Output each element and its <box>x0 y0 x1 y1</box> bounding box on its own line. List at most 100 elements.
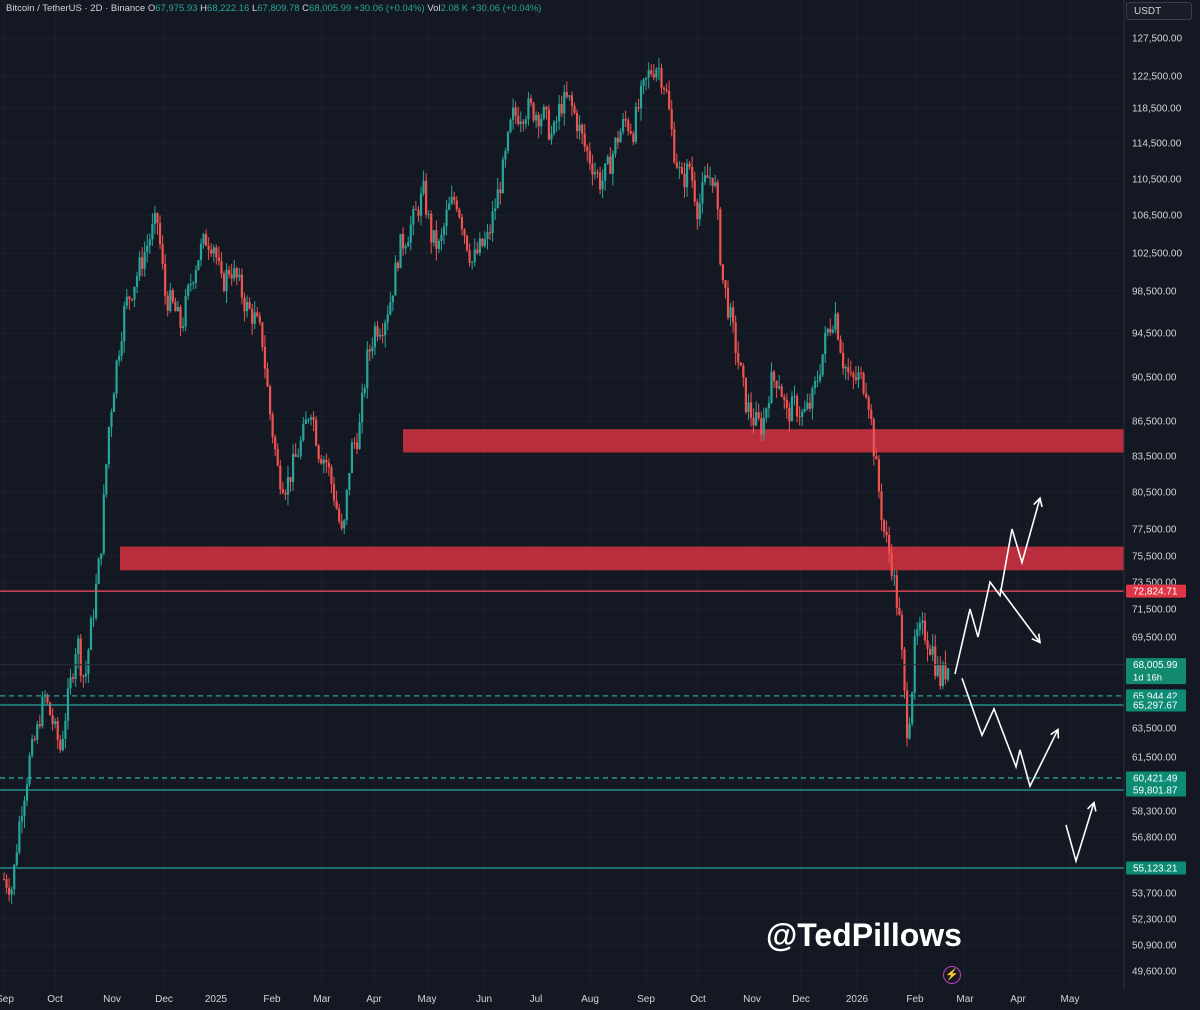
candle-body <box>688 163 691 167</box>
candle-body <box>31 739 34 756</box>
candle-body <box>514 107 517 116</box>
candle-body <box>437 240 441 249</box>
candle-body <box>233 267 236 279</box>
candle-body <box>274 437 277 450</box>
candle-body <box>847 367 850 373</box>
candle-body <box>199 243 203 261</box>
candle-body <box>542 106 545 119</box>
candle-body <box>668 91 671 110</box>
candle-body <box>691 166 694 181</box>
time-tick-label: May <box>1061 994 1080 1005</box>
zones-layer <box>120 429 1124 571</box>
candle-body <box>711 177 714 186</box>
candle-body <box>524 119 527 124</box>
price-tick-label: 61,500.00 <box>1132 753 1177 764</box>
arrowhead-icon <box>1086 801 1097 812</box>
candle-body <box>279 465 282 490</box>
lightning-icon[interactable]: ⚡ <box>943 966 961 984</box>
candle-body <box>737 352 740 363</box>
price-level-label: 65,944.42 <box>1133 691 1178 702</box>
candle-body <box>900 614 904 650</box>
candle-body <box>867 397 870 410</box>
candle-body <box>496 189 499 209</box>
candle-body <box>558 104 561 122</box>
candle-body <box>368 349 371 352</box>
price-tick-label: 122,500.00 <box>1132 72 1182 83</box>
candle-body <box>41 696 44 727</box>
candle-body <box>135 276 139 287</box>
candle-body <box>409 224 412 243</box>
candle-body <box>593 172 597 175</box>
candle-body <box>176 306 180 312</box>
price-tick-label: 86,500.00 <box>1132 417 1177 428</box>
candle-body <box>632 133 635 142</box>
candle-body <box>749 402 753 418</box>
candle-body <box>143 252 146 269</box>
arrowhead-icon <box>1033 496 1043 508</box>
candle-body <box>790 396 794 422</box>
candle-body <box>788 407 791 422</box>
candle-body <box>563 91 566 114</box>
candle-body <box>332 483 336 501</box>
currency-selector[interactable]: USDT <box>1126 2 1192 20</box>
candle-body <box>680 167 684 174</box>
candle-body <box>795 396 799 417</box>
candle-body <box>601 180 604 190</box>
candle-body <box>363 388 366 393</box>
time-tick-label: Sep <box>637 994 655 1005</box>
candle-body <box>918 623 921 630</box>
candle-body <box>696 201 699 220</box>
candle-body <box>481 238 484 246</box>
price-axis[interactable]: 127,500.00 122,500.00 118,500.00 114,500.00… <box>1123 0 1200 1010</box>
candle-body <box>263 346 267 369</box>
candle-body <box>458 209 461 218</box>
candle-body <box>662 87 666 90</box>
candle-body <box>537 114 540 127</box>
candle-body <box>322 459 325 464</box>
candle-body <box>340 521 343 529</box>
candle-body <box>166 295 169 311</box>
candle-body <box>361 392 364 423</box>
candle-body <box>655 69 658 78</box>
candle-body <box>100 553 103 559</box>
candle-body <box>146 245 149 253</box>
price-tick-label: 114,500.00 <box>1132 139 1182 150</box>
candle-body <box>243 297 246 312</box>
candle-body <box>637 107 640 109</box>
time-tick-label: Dec <box>155 994 173 1005</box>
price-tick-label: 77,500.00 <box>1132 525 1177 536</box>
resistance-zone <box>120 546 1124 571</box>
candle-body <box>284 492 287 495</box>
candle-body <box>448 203 451 210</box>
candle-body <box>297 455 300 457</box>
candle-body <box>468 250 471 263</box>
candle-body <box>755 412 758 426</box>
price-tick-label: 73,500.00 <box>1132 578 1177 589</box>
time-tick-label: Oct <box>690 994 706 1005</box>
candle-body <box>389 302 392 315</box>
candle-body <box>565 91 568 97</box>
candle-body <box>25 784 29 801</box>
candle-body <box>330 467 333 484</box>
scenario-arrow-bearish <box>961 677 1059 789</box>
candle-body <box>205 234 208 246</box>
candle-body <box>806 402 809 409</box>
candle-body <box>138 257 141 277</box>
candle-body <box>299 440 302 456</box>
candle-body <box>302 423 305 441</box>
symbol-title[interactable]: Bitcoin / TetherUS · 2D · Binance <box>6 3 146 14</box>
candle-body <box>905 690 909 739</box>
candle-body <box>463 229 466 236</box>
candle-body <box>813 381 817 389</box>
candle-body <box>28 755 31 785</box>
candle-body <box>130 299 134 301</box>
change-value: +30.06 (+0.04%) <box>353 3 425 14</box>
candle-body <box>923 620 927 641</box>
candle-body <box>890 553 893 576</box>
candle-body <box>197 260 200 271</box>
high-label: H <box>200 3 208 14</box>
candle-body <box>859 372 863 374</box>
candle-body <box>639 85 643 109</box>
time-axis[interactable]: Sep Oct Nov Dec 2025 Feb Mar Apr May Jun Jul Aug Sep… <box>0 994 1079 1005</box>
